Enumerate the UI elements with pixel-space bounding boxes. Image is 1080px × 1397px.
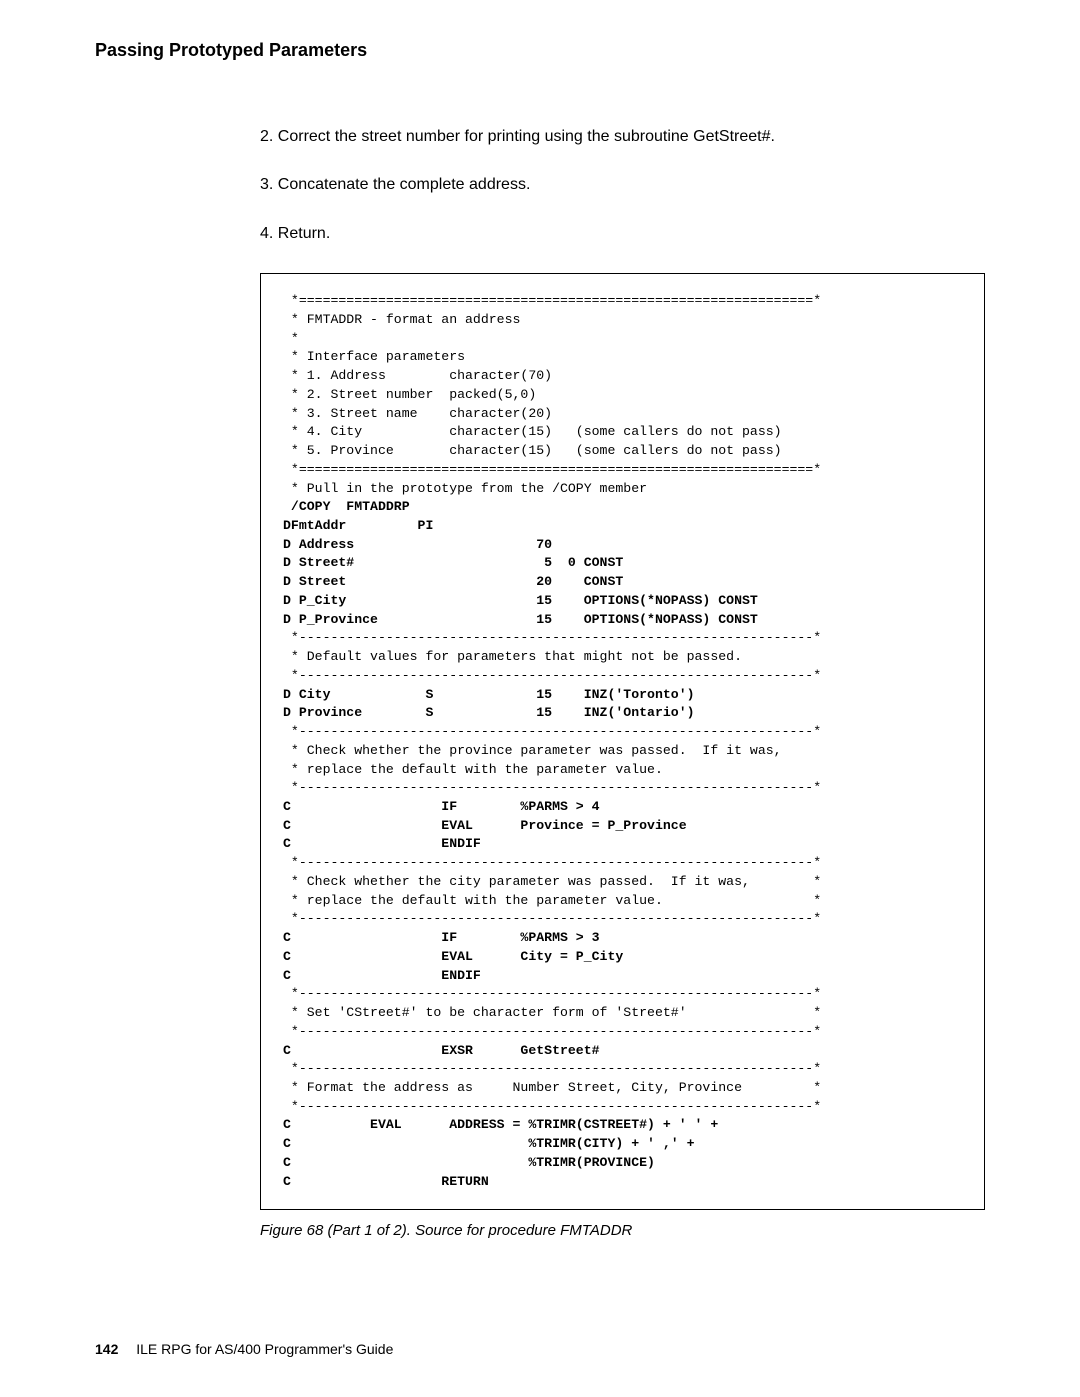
code-line: C %TRIMR(PROVINCE): [283, 1155, 655, 1170]
step-3: 3. Concatenate the complete address.: [260, 174, 985, 196]
code-line: C ENDIF: [283, 836, 481, 851]
code-line: *---------------------------------------…: [283, 911, 821, 926]
code-line: C ENDIF: [283, 968, 481, 983]
step-list: 2. Correct the street number for printin…: [260, 126, 985, 245]
code-line: C %TRIMR(CITY) + ' ,' +: [283, 1136, 695, 1151]
code-line: D Street 20 CONST: [283, 574, 623, 589]
code-content: *=======================================…: [283, 292, 962, 1191]
code-line: /COPY FMTADDRP: [283, 499, 410, 514]
code-line: * 4. City character(15) (some callers do…: [283, 424, 782, 439]
code-line: D Street# 5 0 CONST: [283, 555, 623, 570]
code-line: * 2. Street number packed(5,0): [283, 387, 536, 402]
code-line: *---------------------------------------…: [283, 1099, 821, 1114]
code-line: D P_Province 15 OPTIONS(*NOPASS) CONST: [283, 612, 758, 627]
code-line: C RETURN: [283, 1174, 489, 1189]
code-line: * Interface parameters: [283, 349, 465, 364]
figure-caption: Figure 68 (Part 1 of 2). Source for proc…: [260, 1222, 985, 1239]
code-line: DFmtAddr PI: [283, 518, 433, 533]
code-line: C EVAL Province = P_Province: [283, 818, 687, 833]
code-line: * Set 'CStreet#' to be character form of…: [283, 1005, 821, 1020]
code-line: * Format the address as Number Street, C…: [283, 1080, 821, 1095]
code-line: *: [283, 331, 299, 346]
code-line: C EXSR GetStreet#: [283, 1043, 600, 1058]
code-line: D Address 70: [283, 537, 552, 552]
code-line: *---------------------------------------…: [283, 668, 821, 683]
code-figure-box: *=======================================…: [260, 273, 985, 1210]
code-line: *---------------------------------------…: [283, 855, 821, 870]
code-line: *=======================================…: [283, 293, 821, 308]
code-line: * 1. Address character(70): [283, 368, 552, 383]
page-heading: Passing Prototyped Parameters: [95, 40, 985, 61]
code-line: * FMTADDR - format an address: [283, 312, 520, 327]
code-line: * Check whether the city parameter was p…: [283, 874, 821, 889]
code-line: C IF %PARMS > 4: [283, 799, 600, 814]
code-line: * replace the default with the parameter…: [283, 762, 663, 777]
page-number: 142: [95, 1341, 118, 1357]
code-line: * replace the default with the parameter…: [283, 893, 821, 908]
code-line: * 5. Province character(15) (some caller…: [283, 443, 782, 458]
book-title: ILE RPG for AS/400 Programmer's Guide: [136, 1341, 393, 1357]
code-line: *---------------------------------------…: [283, 986, 821, 1001]
code-line: *---------------------------------------…: [283, 1061, 821, 1076]
code-line: *=======================================…: [283, 462, 821, 477]
code-line: C EVAL ADDRESS = %TRIMR(CSTREET#) + ' ' …: [283, 1117, 718, 1132]
step-4: 4. Return.: [260, 223, 985, 245]
code-line: *---------------------------------------…: [283, 630, 821, 645]
code-line: * Default values for parameters that mig…: [283, 649, 742, 664]
code-line: C EVAL City = P_City: [283, 949, 623, 964]
step-2: 2. Correct the street number for printin…: [260, 126, 985, 148]
code-line: C IF %PARMS > 3: [283, 930, 600, 945]
code-line: * Pull in the prototype from the /COPY m…: [283, 481, 647, 496]
code-line: *---------------------------------------…: [283, 724, 821, 739]
code-line: D P_City 15 OPTIONS(*NOPASS) CONST: [283, 593, 758, 608]
code-line: * 3. Street name character(20): [283, 406, 552, 421]
page-footer: 142 ILE RPG for AS/400 Programmer's Guid…: [95, 1341, 393, 1357]
code-line: * Check whether the province parameter w…: [283, 743, 782, 758]
code-line: *---------------------------------------…: [283, 1024, 821, 1039]
code-line: D Province S 15 INZ('Ontario'): [283, 705, 695, 720]
code-line: D City S 15 INZ('Toronto'): [283, 687, 695, 702]
code-line: *---------------------------------------…: [283, 780, 821, 795]
